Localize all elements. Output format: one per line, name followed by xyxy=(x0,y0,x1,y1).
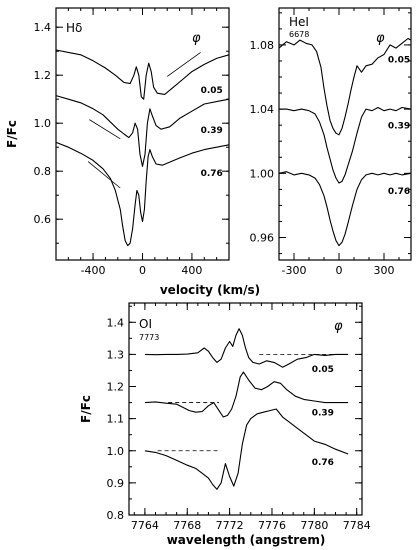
oi-y-tick-label: 1.3 xyxy=(107,348,125,361)
hdelta-spectrum-phase-0.05 xyxy=(55,49,230,100)
hei-phase-symbol: φ xyxy=(376,31,385,46)
oi-ticks: 7764 7768 7772 7776 7780 7784 0.8 0.9 1.0 1.1 1.2 1… xyxy=(107,303,371,532)
hei-spectrum-phase-0.39 xyxy=(279,106,412,184)
hdelta-phase-symbol: φ xyxy=(192,31,201,46)
hei-y-tick-label: 1.08 xyxy=(250,39,275,52)
hei-spectrum-phase-0.76 xyxy=(278,171,412,247)
oi-plot-frame xyxy=(128,302,363,516)
hei-ticks: -300 0 300 0.96 1.00 1.04 1.08 xyxy=(250,8,411,277)
velocity-x-axis-label: velocity (km/s) xyxy=(160,283,260,297)
oi-y-tick-label: 1.2 xyxy=(107,381,125,394)
oi-y-tick-label: 0.9 xyxy=(107,477,125,490)
oi-phase-label: 0.05 xyxy=(312,365,334,375)
hei-phase-label: 0.76 xyxy=(388,187,410,197)
oi-phase-label: 0.39 xyxy=(312,408,334,418)
hdelta-y-tick-label: 0.8 xyxy=(34,165,52,178)
oi-y-tick-label: 1.0 xyxy=(107,445,125,458)
hei-x-tick-label: -300 xyxy=(282,264,307,277)
hei-title: HeI xyxy=(289,15,309,29)
oi-panel: OI 7773 φ F/Fc wavelength (angstrem) 776… xyxy=(79,302,371,547)
hdelta-phase-label: 0.39 xyxy=(201,126,223,136)
hdelta-y-tick-label: 1.0 xyxy=(34,117,52,130)
hdelta-continuum-line xyxy=(87,161,121,189)
hei-y-tick-label: 1.00 xyxy=(250,167,275,180)
oi-spectrum-phase-0.76 xyxy=(144,408,349,490)
hdelta-spectrum-phase-0.39 xyxy=(55,95,230,167)
oi-spectrum-phase-0.39 xyxy=(144,371,349,418)
hdelta-y-axis-label: F/Fc xyxy=(5,120,19,148)
hdelta-x-tick-label: 0 xyxy=(139,264,146,277)
hei-plot-frame xyxy=(278,7,412,261)
oi-phase-symbol: φ xyxy=(334,319,343,334)
hei-subtitle: 6678 xyxy=(289,30,309,39)
oi-y-tick-label: 1.4 xyxy=(107,316,125,329)
oi-x-tick-label: 7768 xyxy=(173,519,201,532)
hei-series: 0.05 0.39 0.76 xyxy=(278,37,412,247)
hei-panel: HeI 6678 φ -300 0 300 0.96 1.00 1.04 1.08 0.05… xyxy=(250,7,412,277)
hdelta-y-tick-label: 1.2 xyxy=(34,69,52,82)
hdelta-x-tick-label: 400 xyxy=(181,264,202,277)
hdelta-phase-label: 0.05 xyxy=(201,86,223,96)
oi-x-tick-label: 7772 xyxy=(216,519,244,532)
hdelta-spectrum-phase-0.76 xyxy=(55,141,230,247)
oi-x-tick-label: 7784 xyxy=(343,519,371,532)
oi-spectrum-phase-0.05 xyxy=(144,328,349,368)
oi-x-axis-label: wavelength (angstrem) xyxy=(167,533,326,547)
oi-y-tick-label: 1.1 xyxy=(107,413,125,426)
hdelta-ticks: -400 0 400 0.6 0.8 1.0 1.2 1.4 xyxy=(34,8,230,277)
hdelta-y-tick-label: 1.4 xyxy=(34,21,52,34)
hei-phase-label: 0.05 xyxy=(388,56,410,66)
hdelta-continuum-line xyxy=(89,119,121,140)
oi-title: OI xyxy=(139,317,152,331)
hdelta-y-tick-label: 0.6 xyxy=(34,213,52,226)
hei-y-tick-label: 0.96 xyxy=(250,232,275,245)
hei-y-tick-label: 1.04 xyxy=(250,103,275,116)
oi-phase-label: 0.76 xyxy=(312,458,334,468)
hdelta-title: Hδ xyxy=(66,21,82,35)
hei-x-tick-label: 300 xyxy=(374,264,395,277)
oi-y-tick-label: 0.8 xyxy=(107,509,125,522)
hdelta-x-tick-label: -400 xyxy=(81,264,106,277)
hdelta-series: 0.05 0.39 0.76 xyxy=(55,49,230,247)
oi-x-tick-label: 7776 xyxy=(258,519,286,532)
hei-spectrum-phase-0.05 xyxy=(278,37,412,136)
oi-series: 0.05 0.39 0.76 xyxy=(144,328,349,490)
hei-phase-label: 0.39 xyxy=(388,121,410,131)
hdelta-continuum-line xyxy=(166,52,201,77)
hei-x-tick-label: 0 xyxy=(336,264,343,277)
oi-x-tick-label: 7764 xyxy=(131,519,159,532)
oi-x-tick-label: 7780 xyxy=(300,519,328,532)
oi-y-axis-label: F/Fc xyxy=(79,395,93,423)
oi-subtitle: 7773 xyxy=(139,333,159,342)
hdelta-phase-label: 0.76 xyxy=(201,169,223,179)
